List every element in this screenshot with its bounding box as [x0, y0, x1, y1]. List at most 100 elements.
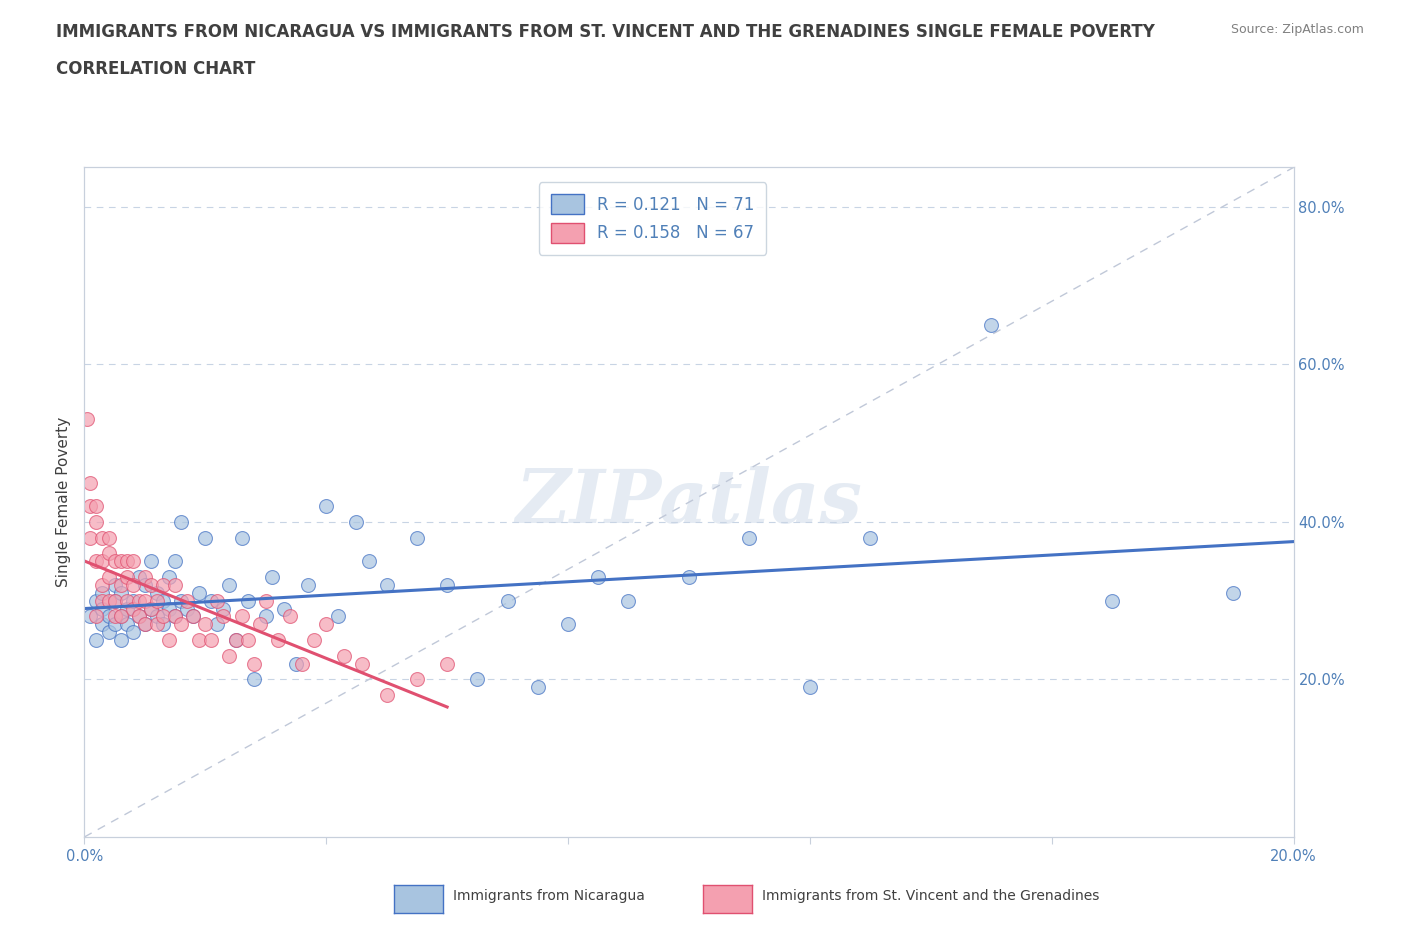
Point — [110, 585, 132, 600]
Point — [165, 578, 187, 592]
Point — [146, 593, 169, 608]
Point — [110, 632, 132, 647]
Point — [97, 530, 120, 545]
Point — [194, 530, 217, 545]
Point — [188, 585, 211, 600]
Point — [134, 617, 156, 631]
Point — [97, 625, 120, 640]
Point — [104, 617, 127, 631]
Point — [212, 601, 235, 616]
Point — [115, 601, 138, 616]
Point — [236, 593, 259, 608]
Point — [115, 569, 138, 584]
Text: IMMIGRANTS FROM NICARAGUA VS IMMIGRANTS FROM ST. VINCENT AND THE GRENADINES SING: IMMIGRANTS FROM NICARAGUA VS IMMIGRANTS … — [56, 23, 1156, 41]
Point — [315, 498, 337, 513]
Point — [1222, 585, 1244, 600]
Point — [285, 657, 308, 671]
Point — [194, 617, 217, 631]
Text: ZIPatlas: ZIPatlas — [516, 466, 862, 538]
Point — [738, 530, 761, 545]
Point — [678, 569, 700, 584]
Y-axis label: Single Female Poverty: Single Female Poverty — [56, 417, 72, 588]
Point — [104, 578, 127, 592]
Point — [254, 609, 277, 624]
Point — [110, 609, 132, 624]
Point — [91, 530, 114, 545]
Point — [139, 601, 162, 616]
Point — [352, 657, 374, 671]
Point — [86, 632, 108, 647]
Point — [121, 593, 143, 608]
Point — [128, 609, 150, 624]
Text: Source: ZipAtlas.com: Source: ZipAtlas.com — [1230, 23, 1364, 36]
Point — [375, 688, 398, 703]
Point — [152, 593, 174, 608]
Point — [176, 601, 198, 616]
Point — [146, 609, 169, 624]
Point — [91, 601, 114, 616]
Point — [291, 657, 314, 671]
Point — [218, 578, 240, 592]
Point — [121, 625, 143, 640]
Point — [152, 609, 174, 624]
Point — [617, 593, 640, 608]
Point — [467, 672, 489, 687]
Point — [1101, 593, 1123, 608]
Point — [170, 593, 193, 608]
Point — [110, 609, 132, 624]
Text: Immigrants from St. Vincent and the Grenadines: Immigrants from St. Vincent and the Gren… — [762, 888, 1099, 903]
Point — [139, 601, 162, 616]
Point — [115, 554, 138, 569]
Point — [357, 554, 380, 569]
Point — [231, 530, 253, 545]
Point — [139, 554, 162, 569]
Point — [97, 593, 120, 608]
Point — [146, 585, 169, 600]
Point — [225, 632, 247, 647]
Point — [165, 609, 187, 624]
Point — [436, 578, 458, 592]
Point — [157, 569, 180, 584]
Point — [200, 632, 222, 647]
Point — [375, 578, 398, 592]
Point — [91, 578, 114, 592]
Point — [97, 609, 120, 624]
Point — [152, 578, 174, 592]
Point — [302, 632, 325, 647]
Point — [139, 578, 162, 592]
Point — [104, 593, 127, 608]
Point — [406, 672, 429, 687]
Point — [406, 530, 429, 545]
Text: CORRELATION CHART: CORRELATION CHART — [56, 60, 256, 78]
Point — [799, 680, 821, 695]
Point — [157, 601, 180, 616]
Point — [588, 569, 610, 584]
Point — [79, 498, 101, 513]
Point — [260, 569, 283, 584]
Point — [980, 317, 1002, 332]
Point — [79, 530, 101, 545]
Point — [91, 554, 114, 569]
Point — [91, 617, 114, 631]
Point — [212, 609, 235, 624]
Point — [104, 593, 127, 608]
Point — [557, 617, 579, 631]
Point — [231, 609, 253, 624]
Point — [86, 498, 108, 513]
Point — [200, 593, 222, 608]
Point — [207, 593, 229, 608]
Point — [207, 617, 229, 631]
Point — [104, 554, 127, 569]
Point — [110, 554, 132, 569]
Point — [128, 569, 150, 584]
Point — [86, 554, 108, 569]
Point — [170, 514, 193, 529]
Point — [128, 609, 150, 624]
Point — [267, 632, 290, 647]
Point — [225, 632, 247, 647]
Point — [249, 617, 271, 631]
Point — [170, 617, 193, 631]
Point — [188, 632, 211, 647]
Point — [328, 609, 350, 624]
Point — [165, 609, 187, 624]
